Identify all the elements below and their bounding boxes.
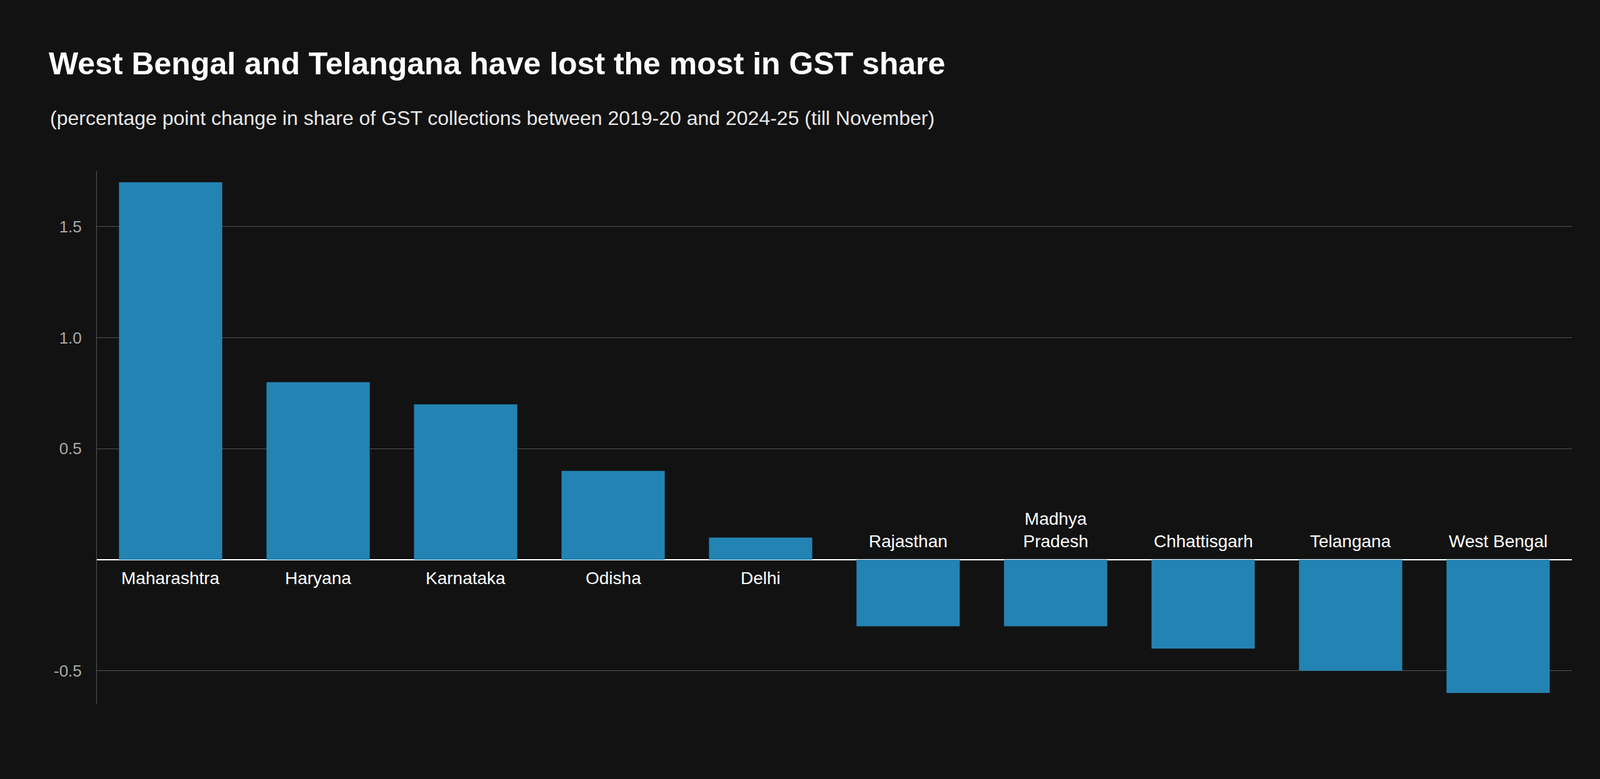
svg-text:MadhyaPradesh: MadhyaPradesh — [1023, 509, 1089, 552]
svg-text:Telangana: Telangana — [1310, 531, 1392, 552]
svg-text:Delhi: Delhi — [740, 568, 781, 589]
svg-text:Karnataka: Karnataka — [425, 568, 506, 589]
svg-text:Chhattisgarh: Chhattisgarh — [1153, 531, 1254, 552]
svg-text:(percentage point change in sh: (percentage point change in share of GST… — [50, 106, 935, 130]
svg-text:West Bengal and Telangana have: West Bengal and Telangana have lost the … — [48, 46, 946, 82]
svg-text:Maharashtra: Maharashtra — [121, 568, 220, 589]
svg-text:0.5: 0.5 — [59, 439, 82, 459]
svg-text:West Bengal: West Bengal — [1448, 531, 1548, 552]
svg-text:1.5: 1.5 — [59, 217, 82, 237]
svg-text:Haryana: Haryana — [285, 568, 352, 589]
svg-text:1.0: 1.0 — [59, 328, 82, 348]
svg-text:-0.5: -0.5 — [53, 661, 82, 681]
svg-text:Rajasthan: Rajasthan — [868, 531, 948, 552]
svg-text:Odisha: Odisha — [585, 568, 642, 589]
